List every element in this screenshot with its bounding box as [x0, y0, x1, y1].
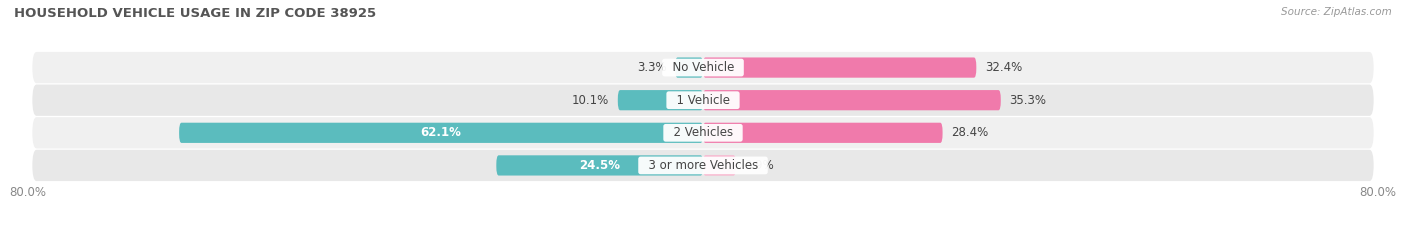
- FancyBboxPatch shape: [703, 123, 942, 143]
- Text: 3.3%: 3.3%: [637, 61, 666, 74]
- FancyBboxPatch shape: [179, 123, 703, 143]
- FancyBboxPatch shape: [32, 52, 1374, 83]
- FancyBboxPatch shape: [703, 90, 1001, 110]
- Text: 35.3%: 35.3%: [1010, 94, 1046, 107]
- Text: 2 Vehicles: 2 Vehicles: [665, 126, 741, 139]
- Text: 32.4%: 32.4%: [984, 61, 1022, 74]
- FancyBboxPatch shape: [703, 58, 976, 78]
- FancyBboxPatch shape: [703, 155, 735, 175]
- Text: 10.1%: 10.1%: [572, 94, 609, 107]
- Text: HOUSEHOLD VEHICLE USAGE IN ZIP CODE 38925: HOUSEHOLD VEHICLE USAGE IN ZIP CODE 3892…: [14, 7, 377, 20]
- Text: No Vehicle: No Vehicle: [665, 61, 741, 74]
- Text: 1 Vehicle: 1 Vehicle: [669, 94, 737, 107]
- FancyBboxPatch shape: [496, 155, 703, 175]
- Text: 28.4%: 28.4%: [950, 126, 988, 139]
- FancyBboxPatch shape: [32, 117, 1374, 148]
- FancyBboxPatch shape: [32, 85, 1374, 116]
- Text: 3 or more Vehicles: 3 or more Vehicles: [641, 159, 765, 172]
- FancyBboxPatch shape: [675, 58, 703, 78]
- FancyBboxPatch shape: [32, 150, 1374, 181]
- Text: 24.5%: 24.5%: [579, 159, 620, 172]
- FancyBboxPatch shape: [617, 90, 703, 110]
- Text: 62.1%: 62.1%: [420, 126, 461, 139]
- Text: Source: ZipAtlas.com: Source: ZipAtlas.com: [1281, 7, 1392, 17]
- Text: 3.9%: 3.9%: [744, 159, 775, 172]
